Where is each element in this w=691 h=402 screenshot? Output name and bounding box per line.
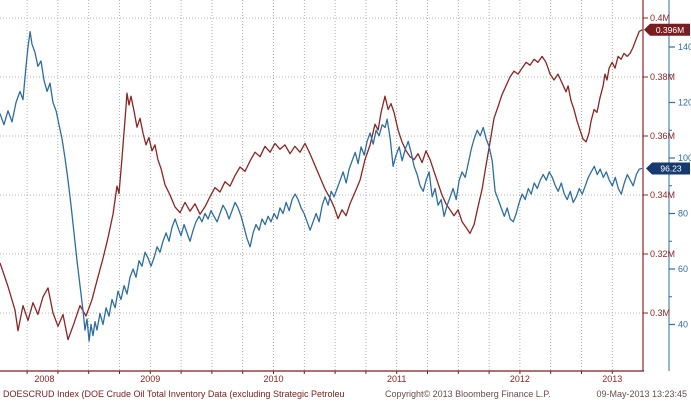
inventory-axis-tick-label: 0.4M [650,13,670,23]
copyright-notice: Copyright© 2013 Bloomberg Finance L.P. [385,389,551,399]
x-axis-year-label: 2009 [140,374,160,384]
price-axis-tick-label: 40 [678,320,688,330]
inventory-series-line [0,29,643,341]
inventory-axis-tick-label: 0.38M [650,72,675,82]
price-axis-tick-label: 80 [678,209,688,219]
price-axis-tick-label: 60 [678,264,688,274]
timestamp: 09-May-2013 13:23:45 [596,389,687,399]
x-axis-year-label: 2013 [602,374,622,384]
inventory-axis-tick-label: 0.36M [650,131,675,141]
price-series-line [0,31,643,342]
x-axis-year-label: 2008 [34,374,54,384]
price-axis-tick-label: 100 [678,153,691,163]
price-axis-tick-label: 120 [678,98,691,108]
chart-title: DOESCRUD Index (DOE Crude Oil Total Inve… [3,389,345,399]
inventory-axis-tick-label: 0.34M [650,190,675,200]
inventory-axis-tick-label: 0.3M [650,308,670,318]
price-last-value-label: 96.23 [660,163,682,173]
x-axis-year-label: 2012 [510,374,530,384]
x-axis-year-label: 2010 [263,374,283,384]
inventory-axis-tick-label: 0.32M [650,249,675,259]
inventory-last-value-label: 0.396M [656,25,684,35]
inventory-last-value-badge [644,23,690,36]
price-axis-tick-label: 140 [678,42,691,52]
x-axis-year-label: 2011 [387,374,406,384]
price-last-value-badge [646,162,690,175]
